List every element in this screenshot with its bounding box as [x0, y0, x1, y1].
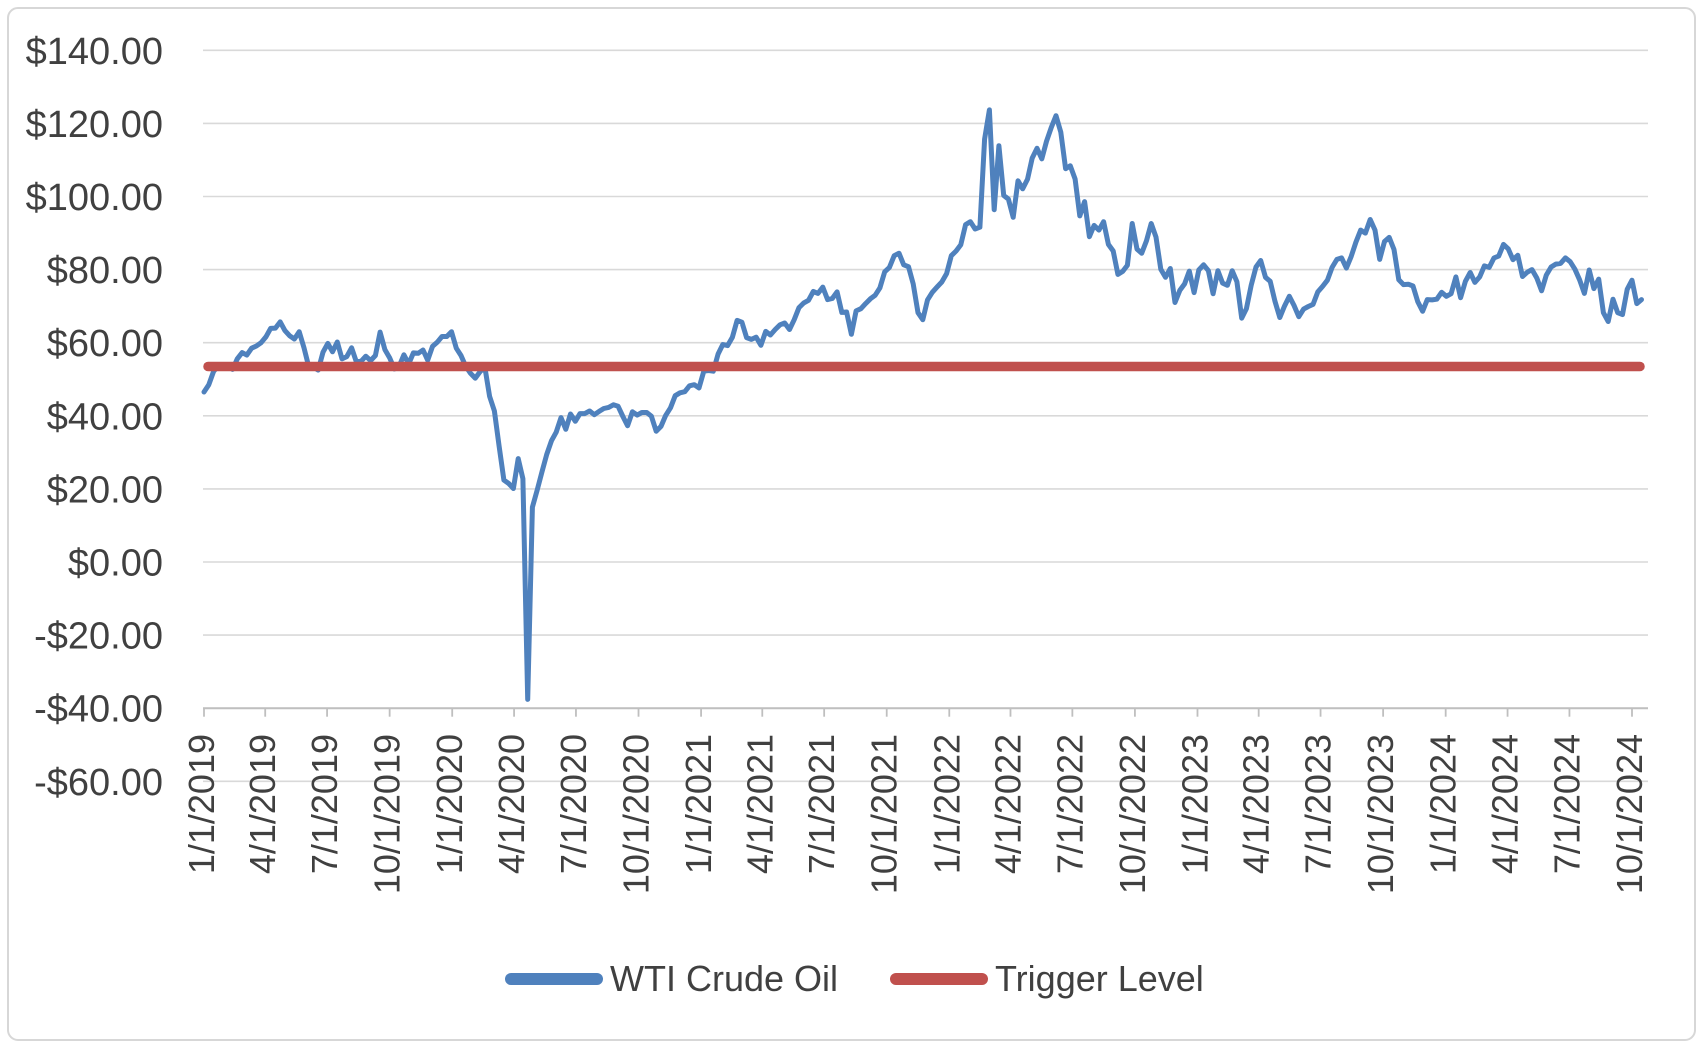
y-axis-label: $0.00 — [68, 543, 163, 585]
wti-line-swatch — [505, 973, 603, 985]
x-axis-label: 10/1/2019 — [367, 734, 408, 894]
y-axis-label: $40.00 — [47, 396, 163, 438]
x-axis-label: 1/1/2024 — [1423, 734, 1464, 874]
chart-border — [7, 7, 1696, 1041]
y-axis-label: $140.00 — [26, 31, 163, 73]
y-axis-label: $80.00 — [47, 250, 163, 292]
y-axis-label: $20.00 — [47, 469, 163, 511]
x-axis-label: 4/1/2023 — [1236, 734, 1277, 874]
y-axis-label: -$40.00 — [34, 689, 163, 731]
x-axis-label: 10/1/2024 — [1609, 734, 1650, 894]
x-axis-label: 10/1/2023 — [1360, 734, 1401, 894]
x-axis-label: 1/1/2022 — [926, 734, 967, 874]
legend-label-wti: WTI Crude Oil — [610, 958, 839, 999]
x-axis-label: 10/1/2021 — [864, 734, 905, 894]
x-axis-label: 7/1/2020 — [553, 734, 594, 874]
y-axis-label: -$60.00 — [34, 762, 163, 804]
y-axis-label: $100.00 — [26, 177, 163, 219]
legend-item-trigger: Trigger Level — [890, 961, 1204, 997]
legend-item-wti: WTI Crude Oil — [505, 961, 838, 997]
x-axis-label: 7/1/2024 — [1546, 734, 1587, 874]
legend-label-trigger: Trigger Level — [995, 958, 1204, 999]
x-axis-label: 10/1/2022 — [1112, 734, 1153, 894]
x-axis-label: 4/1/2021 — [739, 734, 780, 874]
x-axis-label: 1/1/2020 — [429, 734, 470, 874]
wti-series-line — [201, 107, 1644, 702]
x-axis-label: 7/1/2022 — [1049, 734, 1090, 874]
y-axis-label: $60.00 — [47, 323, 163, 365]
legend: WTI Crude Oil Trigger Level — [505, 961, 1204, 997]
x-axis-label: 4/1/2022 — [987, 734, 1028, 874]
x-axis-label: 7/1/2021 — [801, 734, 842, 874]
x-axis-label: 7/1/2023 — [1298, 734, 1339, 874]
x-axis-label: 4/1/2019 — [242, 734, 283, 874]
x-axis-label: 1/1/2023 — [1174, 734, 1215, 874]
x-axis-label: 4/1/2020 — [491, 734, 532, 874]
x-axis-label: 4/1/2024 — [1485, 734, 1526, 874]
y-axis-label: -$20.00 — [34, 616, 163, 658]
x-axis-label: 10/1/2020 — [616, 734, 657, 894]
trigger-line-swatch — [890, 973, 989, 985]
x-axis-label: 7/1/2019 — [304, 734, 345, 874]
x-axis-label: 1/1/2021 — [678, 734, 719, 874]
y-axis-label: $120.00 — [26, 104, 163, 146]
x-axis-label: 1/1/2019 — [181, 734, 222, 874]
